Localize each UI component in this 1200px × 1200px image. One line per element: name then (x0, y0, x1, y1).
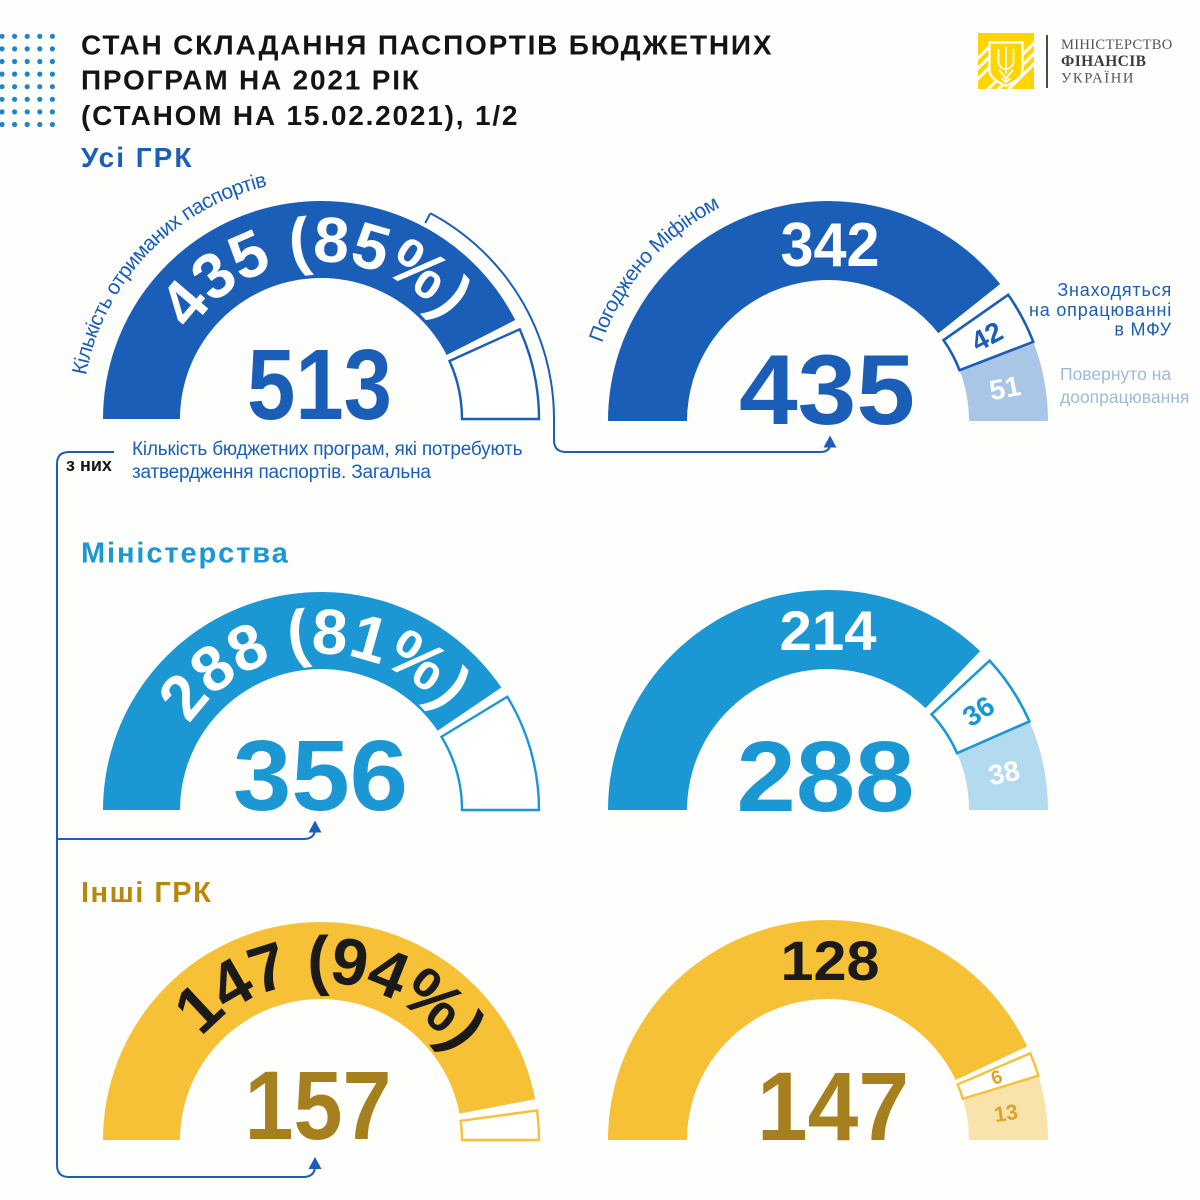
svg-text:ПРОГРАМ НА 2021 РІК: ПРОГРАМ НА 2021 РІК (81, 65, 421, 96)
svg-text:доопрацювання: доопрацювання (1060, 387, 1189, 407)
svg-text:з них: з них (66, 455, 112, 475)
svg-text:Повернуто на: Повернуто на (1060, 364, 1171, 384)
svg-text:на опрацюванні: на опрацюванні (1029, 300, 1172, 320)
svg-text:13: 13 (992, 1100, 1019, 1127)
svg-text:МІНІСТЕРСТВО: МІНІСТЕРСТВО (1061, 37, 1173, 53)
svg-text:(СТАНОМ НА 15.02.2021), 1/2: (СТАНОМ НА 15.02.2021), 1/2 (81, 100, 519, 131)
svg-text:147: 147 (757, 1052, 909, 1161)
svg-text:Кількість бюджетних програм, я: Кількість бюджетних програм, які потребу… (132, 439, 523, 460)
svg-text:УКРАЇНИ: УКРАЇНИ (1061, 70, 1135, 87)
svg-text:288: 288 (737, 721, 915, 833)
svg-text:128: 128 (781, 929, 880, 992)
svg-text:51: 51 (987, 370, 1023, 406)
svg-text:Інші ГРК: Інші ГРК (81, 877, 212, 909)
svg-text:ФІНАНСІВ: ФІНАНСІВ (1061, 53, 1146, 70)
svg-text:342: 342 (781, 211, 880, 280)
svg-text:513: 513 (247, 329, 392, 441)
svg-text:38: 38 (986, 755, 1023, 792)
svg-text:затвердження паспортів. Загаль: затвердження паспортів. Загальна (132, 462, 431, 483)
svg-text:Знаходяться: Знаходяться (1057, 280, 1172, 300)
svg-text:356: 356 (233, 720, 408, 832)
svg-text:СТАН СКЛАДАННЯ ПАСПОРТІВ БЮДЖЕ: СТАН СКЛАДАННЯ ПАСПОРТІВ БЮДЖЕТНИХ (81, 30, 773, 61)
svg-text:157: 157 (245, 1051, 392, 1160)
svg-text:Міністерства: Міністерства (81, 538, 290, 570)
svg-text:Усі ГРК: Усі ГРК (81, 142, 193, 173)
svg-text:435: 435 (739, 334, 915, 445)
svg-text:214: 214 (780, 599, 877, 662)
svg-text:в МФУ: в МФУ (1114, 320, 1172, 340)
